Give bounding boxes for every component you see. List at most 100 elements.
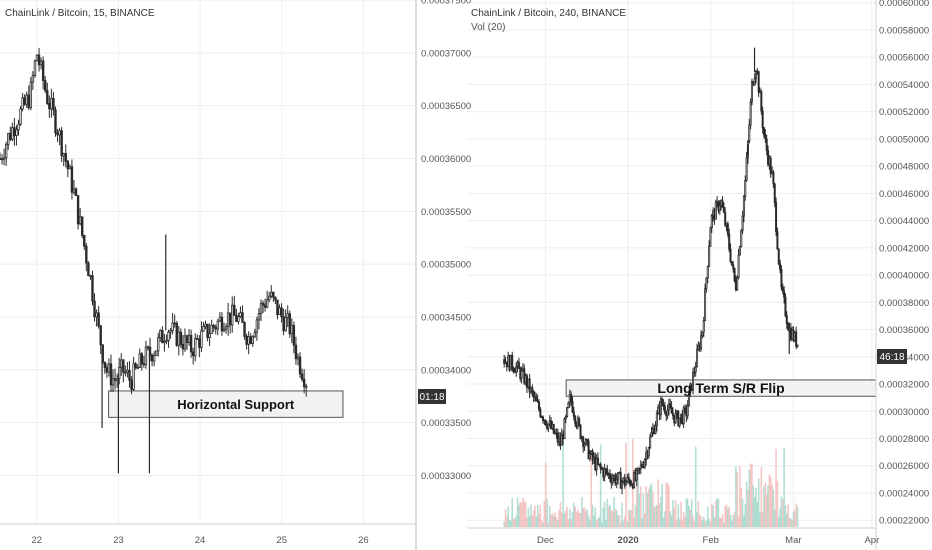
candle-body <box>704 288 707 322</box>
candle-body <box>181 344 185 350</box>
candle-body <box>224 326 228 330</box>
volume-bar <box>519 501 522 527</box>
candle-body <box>91 275 94 302</box>
candle-body <box>649 436 652 449</box>
volume-bar <box>645 486 647 527</box>
candle-body <box>74 188 78 196</box>
candle-body <box>99 325 102 346</box>
volume-bar <box>752 485 755 527</box>
candle-body <box>210 324 213 334</box>
candle-body <box>556 432 559 443</box>
volume-bar <box>642 493 645 527</box>
left-symbol-label[interactable]: ChainLink / Bitcoin, 15, BINANCE <box>5 8 155 19</box>
volume-bar <box>622 521 625 527</box>
volume-bar <box>507 506 509 527</box>
candle-body <box>511 354 514 369</box>
candle-body <box>233 304 236 316</box>
candle-body <box>27 94 30 109</box>
candle-body <box>708 245 711 267</box>
right-symbol-label[interactable]: ChainLink / Bitcoin, 240, BINANCE <box>471 8 626 19</box>
candle-body <box>39 60 43 66</box>
candle-body <box>161 329 164 344</box>
volume-bar <box>759 512 761 527</box>
candle-body <box>124 371 127 374</box>
volume-bar <box>607 506 610 527</box>
volume-bar <box>740 488 743 527</box>
candle-body <box>625 481 628 486</box>
candle-body <box>515 366 518 373</box>
candle-body <box>11 127 14 140</box>
time-tick-label: Dec <box>537 535 554 546</box>
time-tick-label: 22 <box>31 535 42 546</box>
left-price-axis[interactable]: 0.00033000 0.00033500 0.00034000 0.00034500… <box>421 0 471 482</box>
candle-body <box>769 158 772 175</box>
volume-bar <box>791 519 793 527</box>
price-tick-label: 0.00035500 <box>421 207 471 218</box>
right-time-axis[interactable]: Dec 2020 Feb Mar Apr <box>537 535 879 546</box>
right-annotation: Long Term S/R Flip <box>657 380 784 396</box>
volume-bar <box>546 498 548 527</box>
candle-body <box>763 127 766 136</box>
candle-body <box>538 401 541 410</box>
volume-bar <box>610 510 613 527</box>
right-last-price-tag-bg <box>877 349 907 364</box>
volume-bar <box>520 503 523 527</box>
candle-body <box>730 261 733 266</box>
volume-bar <box>694 446 697 527</box>
price-tick-label: 0.00026000 <box>879 461 929 472</box>
candle-body <box>780 268 783 288</box>
volume-bar <box>748 469 751 527</box>
volume-bar <box>503 522 505 527</box>
candle-body <box>754 70 757 80</box>
volume-bar <box>723 522 725 527</box>
volume-bar <box>755 487 757 527</box>
candle-body <box>757 71 760 93</box>
right-volume <box>503 438 799 527</box>
candle-body <box>208 333 211 339</box>
candle-body <box>29 81 33 109</box>
candle-body <box>552 423 555 434</box>
volume-bar <box>639 486 642 527</box>
volume-bar <box>626 521 629 527</box>
candle-body <box>710 215 713 229</box>
right-price-axis[interactable]: 0.00022000 0.00024000 0.00026000 0.00028000… <box>879 0 929 527</box>
volume-bar <box>504 509 507 527</box>
candle-body <box>572 411 575 417</box>
price-tick-label: 0.00028000 <box>879 434 929 445</box>
candle-body <box>302 378 306 388</box>
volume-bar <box>773 509 776 527</box>
volume-bar <box>606 499 609 527</box>
candle-body <box>126 369 129 373</box>
candle-body <box>629 479 632 486</box>
right-volume-label[interactable]: Vol (20) <box>471 22 505 33</box>
volume-bar <box>648 489 650 527</box>
candle-body <box>663 406 666 413</box>
volume-bar <box>528 515 531 527</box>
volume-bar <box>563 513 566 527</box>
candle-body <box>532 391 535 398</box>
volume-bar <box>779 508 781 527</box>
candle-body <box>46 90 49 104</box>
left-time-axis[interactable]: 22 23 24 25 26 <box>31 535 368 546</box>
candle-body <box>54 109 57 134</box>
candle-body <box>272 291 275 298</box>
candle-body <box>296 356 300 360</box>
candle-body <box>276 299 279 316</box>
volume-bar <box>673 507 676 527</box>
candle-body <box>284 316 287 332</box>
candle-body <box>0 158 4 161</box>
volume-bar <box>631 438 634 527</box>
candle-body <box>560 434 563 446</box>
volume-bar <box>558 509 560 527</box>
volume-bar <box>515 515 518 527</box>
left-grid <box>0 0 416 524</box>
volume-bar <box>601 522 603 527</box>
candle-body <box>578 418 581 426</box>
left-last-price-tag: 01:18 <box>419 392 444 403</box>
candle-body <box>603 468 606 478</box>
candle-body <box>753 78 756 86</box>
candle-body <box>688 391 691 407</box>
candle-body <box>750 81 753 103</box>
volume-bar <box>764 482 767 527</box>
candle-body <box>62 153 65 157</box>
